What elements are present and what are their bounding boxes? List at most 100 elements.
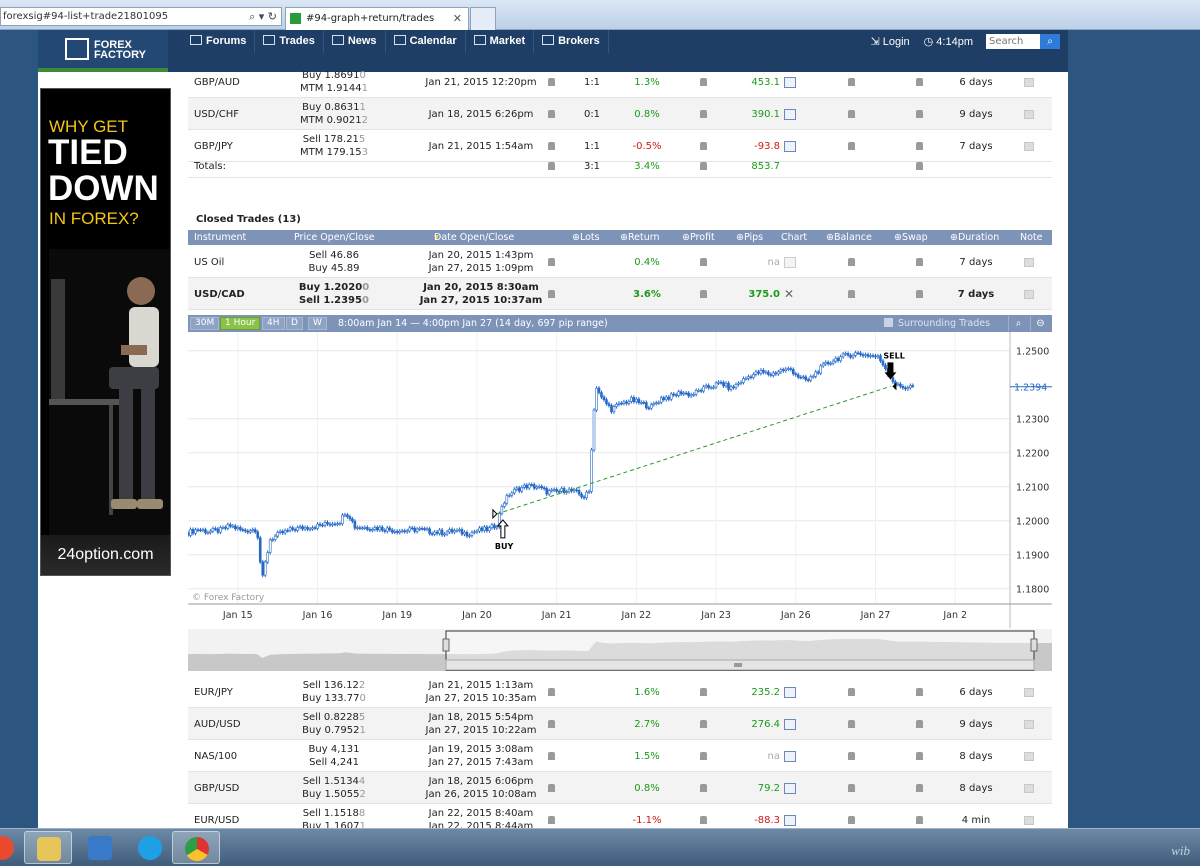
note-icon[interactable] xyxy=(1024,109,1034,119)
col-date[interactable]: Date Open/Close ▾ xyxy=(434,230,514,245)
ad-banner[interactable]: WHY GET TIED DOWN IN FOREX? 24option.com xyxy=(40,88,171,576)
pips: 79.2 xyxy=(757,782,780,794)
close-chart-icon[interactable]: ✕ xyxy=(784,287,795,301)
note-icon[interactable] xyxy=(1024,815,1034,825)
lock-icon xyxy=(700,720,707,728)
tf-4h[interactable]: 4H xyxy=(262,317,285,330)
nav-trades[interactable]: Trades xyxy=(255,30,324,53)
search-icon[interactable]: ⌕ xyxy=(1040,34,1060,49)
price-line: Sell 1.51344 xyxy=(303,775,366,788)
tf-w[interactable]: W xyxy=(308,317,327,330)
chart-icon[interactable] xyxy=(784,814,796,826)
col-pips[interactable]: ⊕Pips xyxy=(736,232,764,243)
nav-forums[interactable]: Forums xyxy=(182,30,256,53)
note-icon[interactable] xyxy=(1024,783,1034,793)
address-controls[interactable]: ⌕ ▾ ↻ xyxy=(249,10,277,23)
note-icon[interactable] xyxy=(1024,751,1034,761)
address-bar[interactable]: forexsig#94-list+trade21801095 ⌕ ▾ ↻ xyxy=(0,7,282,26)
chart-icon[interactable] xyxy=(784,686,796,698)
candle xyxy=(742,378,745,383)
col-swap[interactable]: ⊕Swap xyxy=(894,232,928,243)
chart-button[interactable] xyxy=(784,130,798,162)
nav-brokers[interactable]: Brokers xyxy=(534,30,609,53)
col-return[interactable]: ⊕Return xyxy=(620,232,660,243)
chart-icon[interactable] xyxy=(784,108,796,120)
note-icon[interactable] xyxy=(1024,141,1034,151)
nav-news[interactable]: News xyxy=(324,30,386,53)
tab-title: #94-graph+return/trades xyxy=(306,13,435,24)
duration: 8 days xyxy=(959,750,993,762)
nav-calendar[interactable]: Calendar xyxy=(386,30,466,53)
col-chart[interactable]: Chart xyxy=(781,232,808,243)
browser-tab[interactable]: #94-graph+return/trades ✕ xyxy=(285,7,469,30)
chart-icon[interactable] xyxy=(784,256,796,268)
nav-market[interactable]: Market xyxy=(466,30,535,53)
chart-button[interactable] xyxy=(784,772,798,804)
zoom-in-icon[interactable]: ⌕ xyxy=(1008,316,1028,331)
note-button[interactable] xyxy=(1024,708,1038,740)
chart-button[interactable] xyxy=(784,66,798,98)
login-link[interactable]: ⇲ Login xyxy=(870,36,910,48)
col-note[interactable]: Note xyxy=(1020,232,1043,243)
new-tab-button[interactable] xyxy=(470,7,496,30)
chart-button[interactable] xyxy=(784,708,798,740)
note-icon[interactable] xyxy=(1024,289,1034,299)
zoom-out-icon[interactable]: ⊖ xyxy=(1030,316,1050,331)
note-icon[interactable] xyxy=(1024,687,1034,697)
navigator-left-handle[interactable] xyxy=(442,638,450,652)
note-icon[interactable] xyxy=(1024,257,1034,267)
taskbar-network[interactable] xyxy=(76,831,124,864)
candle xyxy=(839,356,842,361)
note-icon[interactable] xyxy=(1024,77,1034,87)
chart-icon[interactable] xyxy=(784,718,796,730)
note-button[interactable] xyxy=(1024,246,1038,278)
note-button[interactable] xyxy=(1024,772,1038,804)
col-date-label: Date Open/Close xyxy=(434,232,515,243)
note-button[interactable] xyxy=(1024,278,1038,310)
navigator-right-handle[interactable] xyxy=(1030,638,1038,652)
chart-icon[interactable] xyxy=(784,750,796,762)
taskbar-explorer[interactable] xyxy=(24,831,72,864)
taskbar-chrome-partial[interactable] xyxy=(0,831,26,864)
chart-button[interactable]: ✕ xyxy=(784,278,798,310)
note-button[interactable] xyxy=(1024,804,1038,828)
note-button[interactable] xyxy=(1024,676,1038,708)
col-duration[interactable]: ⊕Duration xyxy=(950,232,1000,243)
col-instrument[interactable]: Instrument xyxy=(194,232,247,243)
ratio: 1:1 xyxy=(583,140,601,152)
clock[interactable]: ◷ 4:14pm xyxy=(923,36,973,48)
price-chart[interactable]: 1.2500 1.2300 1.2200 1.2100 1.2000 1.1900 1.18… xyxy=(188,332,1052,628)
chart-icon[interactable] xyxy=(784,782,796,794)
candle xyxy=(438,529,441,534)
note-button[interactable] xyxy=(1024,740,1038,772)
tf-d[interactable]: D xyxy=(286,317,303,330)
chart-button[interactable] xyxy=(784,676,798,708)
tf-1hour[interactable]: 1 Hour xyxy=(220,317,261,330)
candle xyxy=(687,392,690,397)
taskbar-chrome[interactable] xyxy=(172,831,220,864)
tf-30m[interactable]: 30M xyxy=(190,317,220,330)
chart-navigator[interactable] xyxy=(188,629,1052,671)
col-balance[interactable]: ⊕Balance xyxy=(826,232,872,243)
col-price[interactable]: Price Open/Close xyxy=(294,232,375,243)
chart-button[interactable] xyxy=(784,98,798,130)
col-profit[interactable]: ⊕Profit xyxy=(682,232,715,243)
chart-icon[interactable] xyxy=(784,140,796,152)
note-button[interactable] xyxy=(1024,98,1038,130)
site-logo[interactable]: FOREX FACTORY xyxy=(38,30,168,72)
note-button[interactable] xyxy=(1024,66,1038,98)
note-icon[interactable] xyxy=(1024,719,1034,729)
surrounding-trades-toggle[interactable]: Surrounding Trades xyxy=(884,315,990,332)
candle xyxy=(684,392,688,395)
close-tab-icon[interactable]: ✕ xyxy=(452,12,462,25)
chart-button[interactable] xyxy=(784,246,798,278)
taskbar-skype[interactable] xyxy=(126,831,174,864)
col-lots[interactable]: ⊕Lots xyxy=(572,232,600,243)
note-button[interactable] xyxy=(1024,130,1038,162)
chart-button[interactable] xyxy=(784,804,798,828)
scrollbar-grip-icon[interactable] xyxy=(734,663,742,667)
chart-icon[interactable] xyxy=(784,76,796,88)
surrounding-checkbox[interactable] xyxy=(884,318,893,327)
chart-button[interactable] xyxy=(784,740,798,772)
search-input[interactable] xyxy=(986,34,1040,49)
